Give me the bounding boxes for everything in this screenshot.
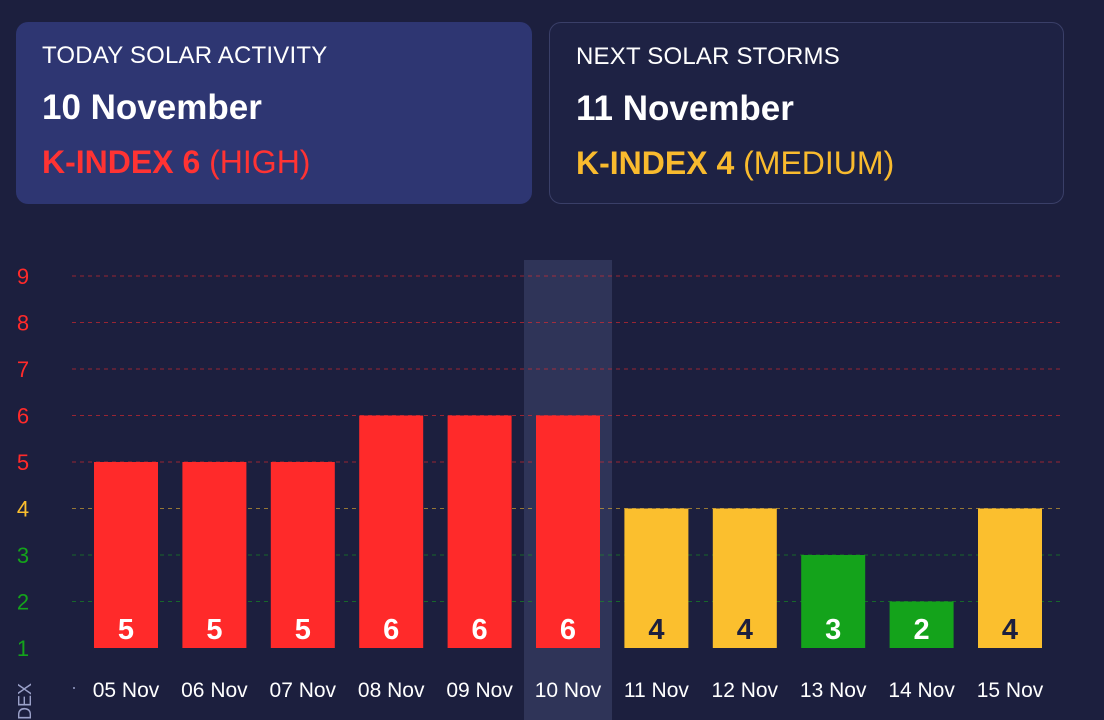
bar: [94, 462, 158, 648]
x-tick-label: 05 Nov: [93, 679, 160, 702]
x-tick-label: 15 Nov: [977, 679, 1044, 702]
bar-value-label: 6: [472, 614, 488, 646]
bar-value-label: 5: [118, 614, 134, 646]
x-tick-label: 08 Nov: [358, 679, 425, 702]
today-activity-card: TODAY SOLAR ACTIVITY 10 November K-INDEX…: [16, 22, 532, 204]
y-tick-label: 2: [17, 590, 29, 615]
today-card-date: 10 November: [42, 88, 262, 127]
x-tick-label: 06 Nov: [181, 679, 248, 702]
bar-value-label: 2: [914, 614, 930, 646]
bar: [801, 555, 866, 648]
x-tick-label: 12 Nov: [712, 679, 779, 702]
bar-value-label: 5: [206, 614, 222, 646]
bar: [712, 508, 777, 648]
bar-value-label: 5: [295, 614, 311, 646]
y-axis-title: DEX: [15, 683, 35, 720]
next-card-date: 11 November: [576, 89, 794, 128]
y-tick-label: 1: [17, 636, 29, 661]
x-tick-label: 10 Nov: [535, 679, 602, 702]
bar-value-label: 3: [825, 614, 841, 646]
bar-value-label: 4: [648, 614, 664, 646]
bar: [536, 415, 600, 648]
today-k-index-level: (HIGH): [209, 144, 311, 180]
today-card-label: TODAY SOLAR ACTIVITY: [42, 42, 328, 69]
y-tick-label: 8: [17, 311, 29, 336]
x-tick-label: 07 Nov: [270, 679, 337, 702]
x-tick-label: 09 Nov: [446, 679, 513, 702]
bar-value-label: 6: [383, 614, 399, 646]
today-k-index: K-INDEX 6 (HIGH): [42, 144, 506, 181]
bar: [270, 462, 335, 648]
bar: [978, 508, 1042, 648]
x-tick-label: 14 Nov: [888, 679, 955, 702]
bar: [624, 508, 689, 648]
bar-value-label: 4: [1002, 614, 1018, 646]
bar: [889, 601, 954, 648]
next-storms-card: NEXT SOLAR STORMS 11 November K-INDEX 4 …: [549, 22, 1064, 204]
y-tick-label: 4: [17, 497, 29, 522]
y-tick-label: 7: [17, 357, 29, 382]
y-tick-label: 6: [17, 404, 29, 429]
bar: [182, 462, 247, 648]
bar-value-label: 6: [560, 614, 576, 646]
bar-value-label: 4: [737, 614, 753, 646]
y-tick-label: 3: [17, 543, 29, 568]
x-tick-label: 11 Nov: [624, 679, 689, 702]
bar: [359, 415, 424, 648]
x-tick-label: 13 Nov: [800, 679, 867, 702]
next-card-label: NEXT SOLAR STORMS: [576, 43, 840, 70]
y-tick-label: 5: [17, 450, 29, 475]
next-k-index: K-INDEX 4 (MEDIUM): [576, 145, 1037, 182]
next-k-index-value: K-INDEX 4: [576, 145, 735, 181]
bar: [447, 415, 512, 648]
today-k-index-value: K-INDEX 6: [42, 144, 201, 180]
next-k-index-level: (MEDIUM): [743, 145, 895, 181]
y-tick-label: 9: [17, 264, 29, 289]
